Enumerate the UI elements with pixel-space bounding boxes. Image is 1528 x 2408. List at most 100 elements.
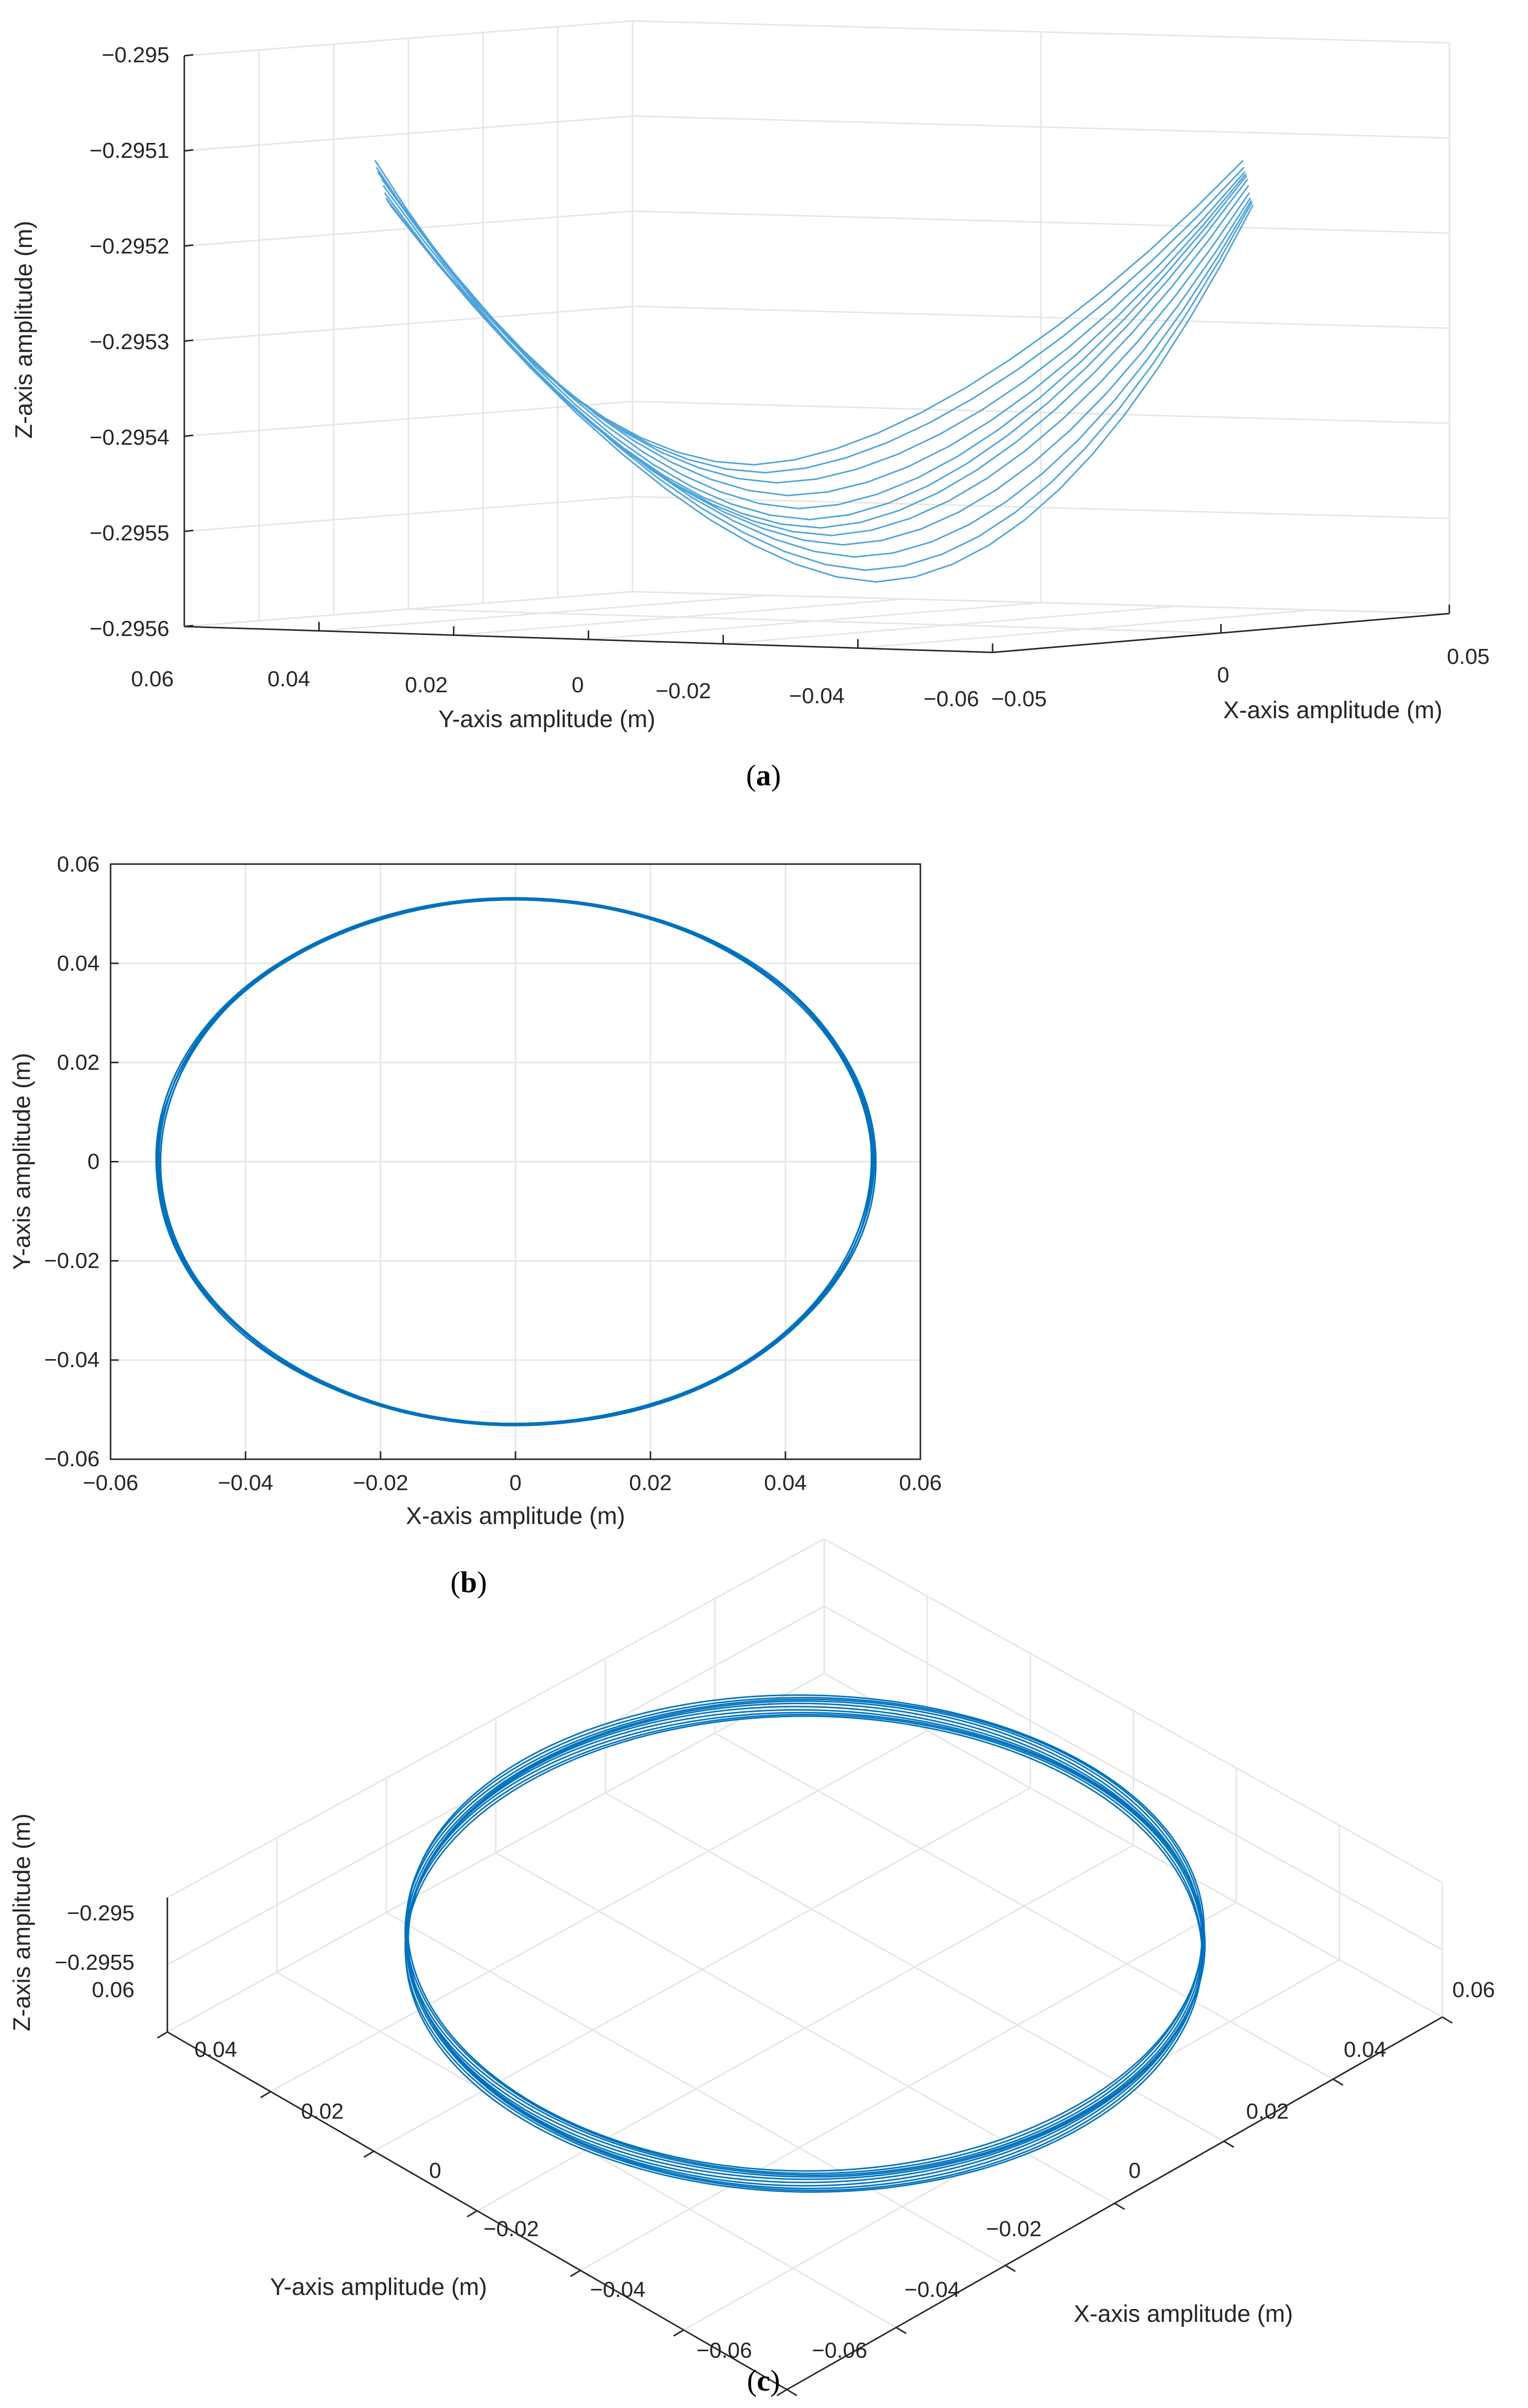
b-trajectory-line: [158, 898, 875, 1426]
c-x-tick: 0: [1129, 2158, 1141, 2183]
a-y-axis-label: Y-axis amplitude (m): [438, 706, 655, 733]
a-trajectory-line: [382, 185, 1250, 529]
a-z-tick-mark: [184, 529, 194, 532]
b-y-tick: 0.02: [57, 1050, 100, 1075]
c-y-tick: −0.06: [697, 2338, 752, 2363]
b-y-tick: −0.02: [44, 1249, 100, 1273]
b-y-tick: 0: [88, 1149, 100, 1174]
c-y-tick: −0.02: [484, 2217, 539, 2241]
a-y-tick: 0: [572, 673, 584, 697]
c-x-tick: 0.06: [1452, 1978, 1495, 2002]
b-y-tick: −0.06: [44, 1447, 100, 1471]
c-trajectory-line: [407, 1706, 1206, 2183]
a-z-tick: −0.2956: [90, 617, 169, 641]
a-trajectory-line: [377, 171, 1246, 484]
panel-a-series: [374, 160, 1254, 583]
c-x-tick: −0.02: [986, 2217, 1041, 2241]
a-z-tick-mark: [184, 339, 194, 342]
panel-a-axes: [183, 54, 1450, 653]
c-y-tick-mark: [260, 2091, 271, 2098]
b-plot-box: [110, 863, 921, 1460]
a-y-tick: 0.02: [405, 673, 448, 697]
a-z-tick: −0.2953: [90, 330, 169, 354]
a-z-tick: −0.2951: [90, 138, 169, 163]
c-trajectory-line: [404, 1715, 1203, 2193]
b-x-tick: −0.02: [353, 1471, 408, 1495]
c-x-tick: −0.04: [904, 2278, 960, 2302]
a-x-axis-label: X-axis amplitude (m): [1223, 697, 1442, 724]
c-x-tick-mark: [786, 2389, 797, 2397]
panel-a-gridlines: [183, 20, 1450, 653]
c-y-tick-mark: [776, 2389, 787, 2397]
b-trajectory-line: [156, 897, 874, 1424]
a-z-tick-mark: [184, 625, 194, 628]
a-z-tick: −0.295: [102, 43, 169, 67]
c-y-tick-mark: [570, 2270, 581, 2277]
c-y-tick-mark: [673, 2329, 684, 2337]
b-x-tick: 0.04: [764, 1471, 807, 1495]
c-y-tick: 0.02: [301, 2099, 344, 2124]
b-x-tick: 0.02: [629, 1471, 672, 1495]
a-trajectory-line: [374, 160, 1244, 466]
panel-c-gridlines: [166, 1538, 1443, 2391]
c-y-tick-mark: [467, 2210, 478, 2218]
panel-a-3d-bowl: −0.295 −0.2951 −0.2952 −0.2953 −0.2954 −…: [11, 20, 1490, 792]
a-z-tick-mark: [184, 244, 194, 247]
b-y-axis-label: Y-axis amplitude (m): [9, 1053, 35, 1270]
b-x-tick: 0: [509, 1471, 521, 1495]
a-z-tick-mark: [184, 54, 194, 57]
c-trajectory-line: [404, 1714, 1203, 2191]
panel-b-gridlines: [110, 863, 921, 1460]
a-x-tick: 0: [1217, 663, 1229, 687]
c-x-tick-mark: [1442, 2016, 1453, 2024]
b-y-tick: −0.04: [44, 1348, 100, 1372]
panel-b-caption: (b): [450, 1566, 487, 1599]
c-floor-gridline: [714, 1732, 1334, 2080]
c-y-axis-label: Y-axis amplitude (m): [270, 2274, 487, 2300]
panel-b-series: [155, 897, 877, 1426]
panel-a-caption: (a): [746, 759, 781, 792]
panel-b-2d-circle: 0.06 0.04 0.02 0 −0.02 −0.04 −0.06 −0.06…: [9, 852, 942, 1599]
c-x-tick: 0.02: [1246, 2099, 1289, 2124]
a-z-tick: −0.2954: [90, 425, 169, 450]
b-x-tick: 0.06: [899, 1471, 942, 1495]
a-y-tick: −0.06: [923, 687, 979, 711]
a-trajectory-line: [378, 173, 1247, 497]
b-x-tick: −0.04: [218, 1471, 273, 1495]
a-trajectory-line: [389, 204, 1254, 583]
c-y-tick-mark: [157, 2031, 168, 2039]
panel-c-caption: (c): [747, 2364, 780, 2397]
a-y-tick: −0.02: [655, 679, 711, 703]
c-x-tick-mark: [1223, 2141, 1235, 2148]
c-z-tick: −0.295: [67, 1901, 134, 1925]
a-z-tick: −0.2952: [90, 234, 169, 258]
b-x-tick: −0.06: [83, 1471, 138, 1495]
b-y-tick: 0.04: [57, 951, 100, 976]
c-z-tick: −0.2955: [55, 1950, 134, 1975]
a-trajectory-line: [388, 201, 1253, 571]
b-x-axis-label: X-axis amplitude (m): [406, 1503, 625, 1529]
a-y-tick: −0.04: [789, 684, 844, 708]
panel-c-series: [404, 1694, 1206, 2193]
c-trajectory-line: [406, 1694, 1205, 2172]
c-x-tick: −0.06: [812, 2338, 867, 2363]
b-y-tick: 0.06: [57, 852, 100, 877]
c-x-tick: 0.04: [1344, 2037, 1387, 2062]
c-x-tick-mark: [1114, 2202, 1125, 2210]
a-trajectory-line: [381, 178, 1249, 520]
a-y-tick: 0.06: [131, 667, 174, 691]
a-z-tick-mark: [184, 149, 194, 152]
c-trajectory-line: [406, 1702, 1205, 2180]
c-trajectory-line: [405, 1700, 1204, 2178]
a-z-tick-mark: [184, 434, 194, 437]
c-x-axis-label: X-axis amplitude (m): [1074, 2301, 1293, 2327]
a-trajectory-line: [380, 175, 1248, 509]
c-z-axis-label: Z-axis amplitude (m): [9, 1813, 35, 2031]
a-x-tick: 0.05: [1447, 644, 1490, 669]
c-y-tick: 0: [429, 2158, 441, 2183]
c-y-tick: 0.04: [194, 2037, 237, 2062]
a-trajectory-line: [386, 200, 1252, 558]
c-y-tick: 0.06: [92, 1978, 134, 2002]
c-y-tick-mark: [363, 2151, 375, 2158]
